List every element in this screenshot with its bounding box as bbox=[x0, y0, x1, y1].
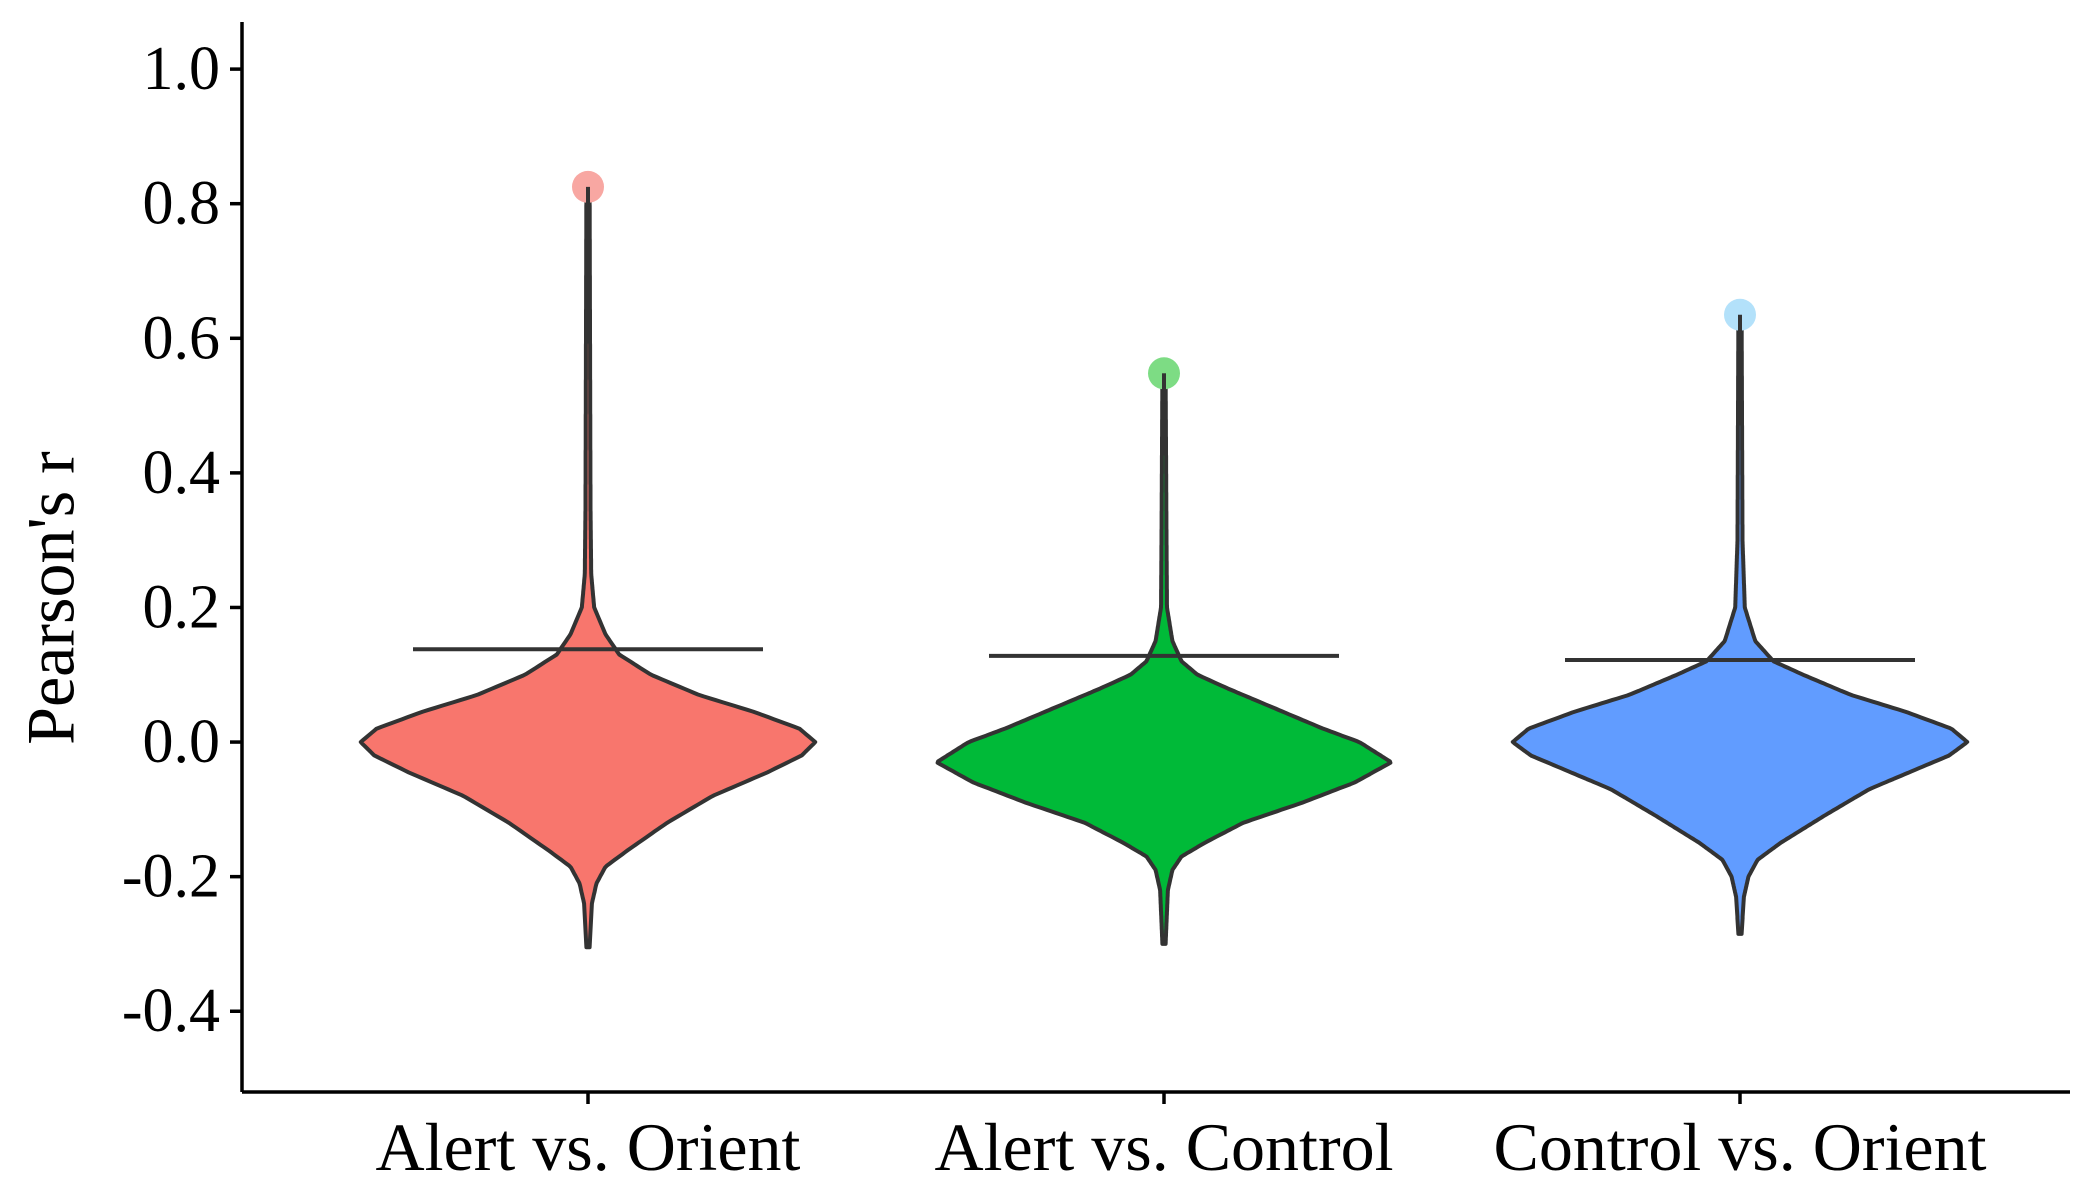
x-category-label: Control vs. Orient bbox=[1494, 1109, 1987, 1185]
y-tick-label: -0.4 bbox=[122, 977, 220, 1045]
violin-2 bbox=[935, 371, 1393, 946]
violins-layer bbox=[358, 184, 1970, 950]
y-tick-label: 1.0 bbox=[143, 35, 221, 103]
y-tick-label: 0.8 bbox=[143, 170, 221, 238]
max-points-layer bbox=[572, 170, 1756, 404]
x-category-label: Alert vs. Orient bbox=[376, 1109, 801, 1185]
y-tick-label: 0.6 bbox=[143, 304, 221, 372]
y-tick-label: 0.0 bbox=[143, 708, 221, 776]
y-axis-title: Pearson's r bbox=[13, 451, 89, 745]
y-tick-label: 0.4 bbox=[143, 439, 221, 507]
y-tick-label: -0.2 bbox=[122, 843, 220, 911]
violin-1 bbox=[358, 184, 818, 950]
y-tick-label: 0.2 bbox=[143, 573, 221, 641]
axes-layer: 1.0 0.8 0.6 0.4 0.2 0.0 -0.2 -0.4 Alert vs. Orie… bbox=[122, 22, 2070, 1185]
x-category-label: Alert vs. Control bbox=[935, 1109, 1394, 1185]
reference-lines-layer bbox=[413, 647, 1915, 662]
violin-3 bbox=[1510, 312, 1970, 936]
